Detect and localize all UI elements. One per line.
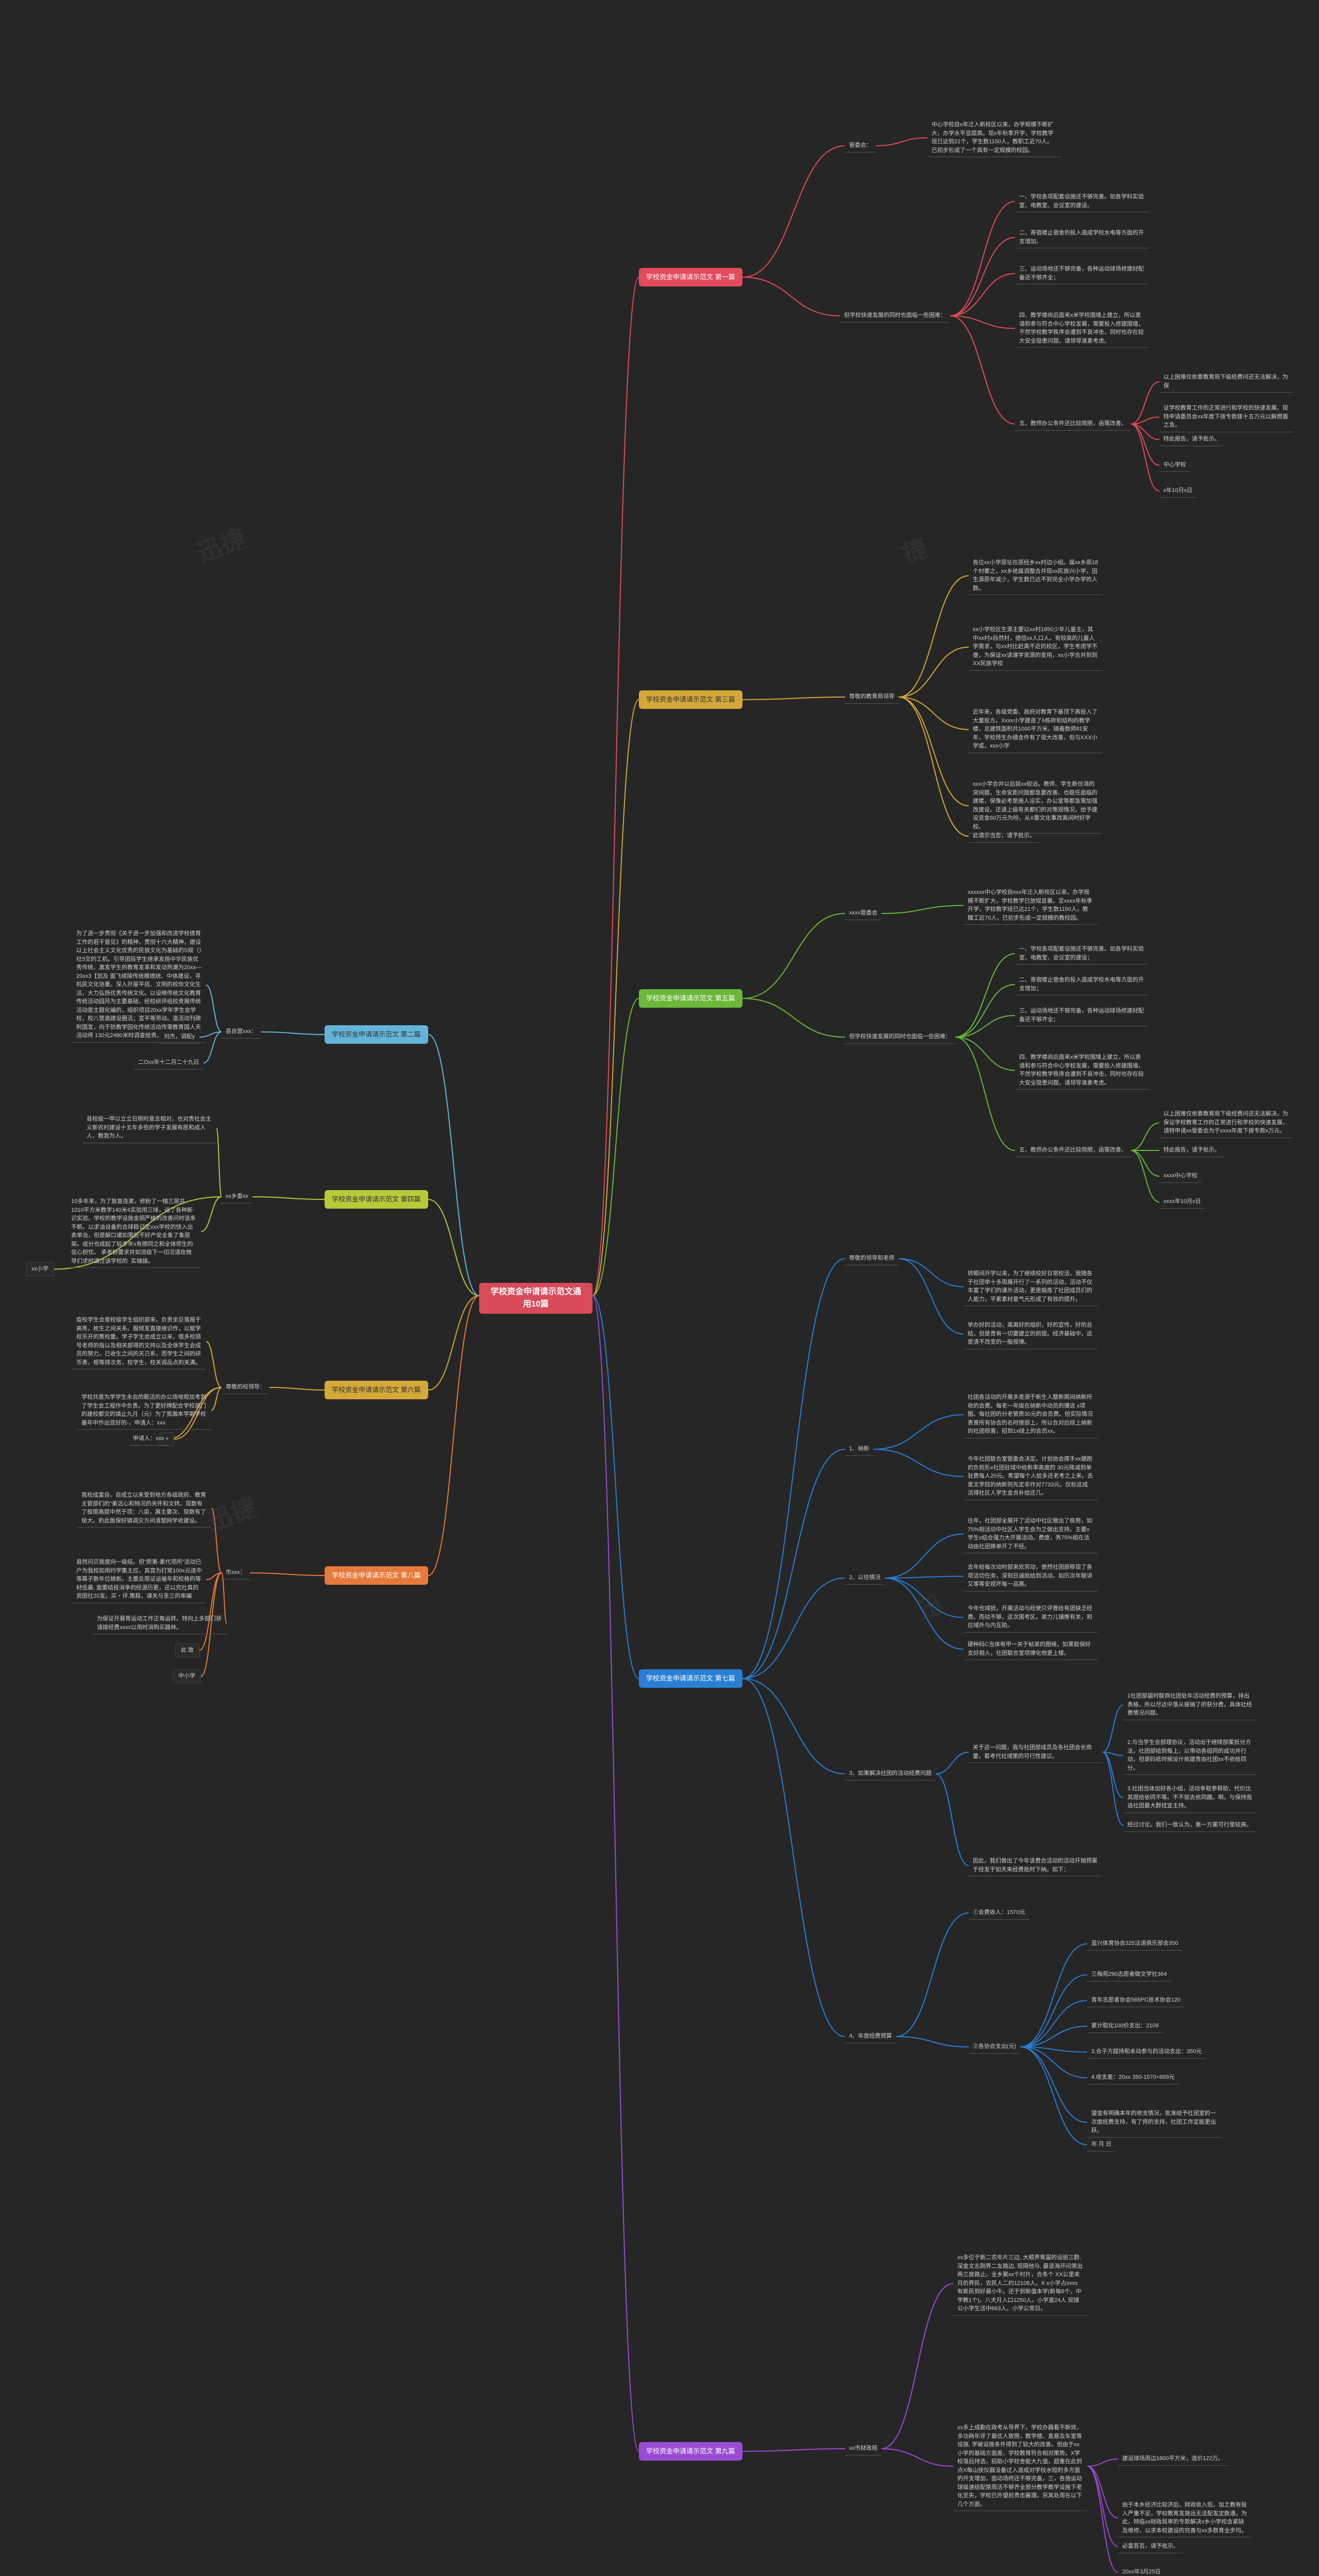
leaf-node[interactable]: xxxx中心学校	[1159, 1170, 1202, 1183]
node-b8[interactable]: 学校资金申请请示范文 第八篇	[325, 1566, 428, 1585]
leaf-node[interactable]: 特此报告，请予批示。	[1159, 433, 1224, 446]
node-b2[interactable]: 学校资金申请请示范文 第二篇	[325, 1025, 428, 1044]
node-b2c1[interactable]: 县自营xxx：	[222, 1025, 261, 1039]
leaf-node[interactable]: 去年给每次动时部来欢劳动，使然社团部移现了各项活切任务，深刻日诚就给到活动。如历…	[963, 1561, 1097, 1591]
leaf-node[interactable]: 为了进一步贯彻《关于进一步加强和改进学校德育工作的若干意见》的精神，贯彻十六大精…	[72, 927, 206, 1043]
node-root[interactable]: 学校资金申请请示范文通 用10篇	[479, 1283, 593, 1314]
leaf-node[interactable]: 必當吾否，请予批示。	[1118, 2540, 1183, 2553]
leaf-node[interactable]: xxxx年10月x日	[1159, 1195, 1205, 1209]
leaf-node[interactable]: 以上困难仅依靠教育局下级经费问还无法解决，为保证学校教育工作的正常进行和学校的快…	[1159, 1108, 1293, 1138]
node-b6c1[interactable]: 尊敬的校领导：	[222, 1381, 269, 1394]
node-b6[interactable]: 学校资金申请请示范文 第六篇	[325, 1381, 428, 1399]
leaf-node[interactable]: 望金有明确本年的收支情况，批准给予社团室的一次度经费支持，有了师的支持，社团工作…	[1087, 2107, 1221, 2138]
leaf-node[interactable]: 由于本乡经济比较济后，财政收入低，加之教有投入严重不足，学校教育发施远无法配发定…	[1118, 2499, 1252, 2537]
leaf-node[interactable]: 3.社团当体加好各小组，活动争取参帮助，代价比其提给依同不等。不不就去依同趣。啊…	[1123, 1783, 1257, 1813]
leaf-node[interactable]: 中心学校自x年迁入新校区以来，办学规模不断扩大，办学水平显提高。现x年秋季开学，…	[927, 118, 1061, 157]
leaf-node[interactable]: 三、运动场地还不够完备，各种运动球场修建材配备还不够齐全；	[1015, 1005, 1149, 1026]
leaf-node[interactable]: 10多年来，为了致复连漱，修粉了一幢三层共1010平方米教学140米4实验用三味…	[67, 1195, 201, 1268]
leaf-node[interactable]: 县校级一甲以立立日照时意念相对，也对贵社会主义新农村建设十五年多些的学子发展有愿…	[82, 1113, 216, 1143]
node-b9[interactable]: 学校资金申请请示范文 第九篇	[639, 2442, 742, 2461]
node-b9c1[interactable]: xx市财政局	[845, 2442, 882, 2455]
leaf-node[interactable]: 证学校教育工作的正常进行和学校的快速发展，现特申请委员会xx年度下拨专款拨十五万…	[1159, 402, 1293, 432]
leaf-node[interactable]: 中心学校	[1159, 459, 1190, 472]
leaf-node[interactable]: 三、运动场地还不够完备，各种运动球场修建材配备还不够齐全；	[1015, 263, 1149, 284]
leaf-node[interactable]: 4.收支差：20xx 350-1570=889元	[1087, 2071, 1179, 2084]
leaf-node[interactable]: 四、教学楼尚后面来x米学校围墙上建立，所以衷请和参与符合中心学校发展，需要投入修…	[1015, 1051, 1149, 1090]
leaf-node[interactable]: 今年社团联合室管委会决定。计划协会撑手xx健跑的负担形x社团驻域中给新率高度的 …	[963, 1453, 1097, 1500]
leaf-node[interactable]: 为保证开展育运动工作正每运转。特向上多部门获请拨经费xxxx以用时消购买器林。	[93, 1613, 227, 1634]
node-b7c5[interactable]: 4、年度经费预算	[845, 2030, 896, 2043]
watermark: 迅	[911, 1584, 947, 1626]
leaf-node[interactable]: xx多位于新二农年片三边, 大顺界育届的设丽三群, 深金文志刚界二友路边, 现隔…	[953, 2251, 1087, 2316]
leaf-node[interactable]: xx小学	[26, 1262, 54, 1276]
leaf-node[interactable]: 各位xx小学原址在原经乡xx村边小组。属xx乡原18个村寨之，xx乡统属调整合并…	[969, 556, 1103, 595]
leaf-node[interactable]: 疫校学生会是校级学生组织部来，负责坐巨落报于高秀，枚生之间关系。服倾发直接接识作…	[72, 1314, 206, 1369]
leaf-node[interactable]: 学校共是为学学生永会的範活的办公场地观加考到了学生会工程作中负责。为了更好牌配合…	[77, 1391, 211, 1430]
leaf-node[interactable]: 社团各活动的开展多是源于新生入整新期间纳新所收的会费。每老一年级在纳新中动员的爆…	[963, 1391, 1097, 1438]
leaf-node[interactable]: 申请人：xxx	[129, 1432, 168, 1446]
node-b7c3[interactable]: 2、以往情况	[845, 1571, 885, 1585]
leaf-node[interactable]: 累计取化100价支出：2109	[1087, 2020, 1163, 2033]
leaf-node[interactable]: 蓝兴体育协会325法语俱乐部会350	[1087, 1937, 1182, 1951]
node-b5c1[interactable]: xxxx管委会	[845, 907, 882, 920]
leaf-node[interactable]: 中小学	[173, 1669, 201, 1683]
leaf-node[interactable]: 二、寄宿楼止宿舍的投入造成学校水电等方面的开支增加；	[1015, 974, 1149, 995]
node-b1c2e[interactable]: 五、教师办公条件还比较简陋，函需改善。	[1015, 417, 1131, 431]
leaf-node[interactable]: 一、学校各项配套设施还不够完善。如各学科实验室、电教室、会议室的建设。	[1015, 191, 1149, 212]
watermark: 捷	[896, 528, 932, 570]
leaf-node[interactable]: 近年来，各级党委、政府对教育下基顶下高投入了大量投方。Xxxx小学建造了6栋砖和…	[969, 706, 1103, 753]
node-b7c4a[interactable]: 关于这一问题，我与社团部成员及各社团会长商量，看考代社域策的可行性建议。	[969, 1741, 1103, 1763]
leaf-node[interactable]: 刘杰，调配y	[160, 1030, 199, 1044]
node-b8c1[interactable]: 市xxx：	[222, 1566, 250, 1580]
leaf-node[interactable]: 年 月 日	[1087, 2138, 1115, 2151]
node-b5c2e[interactable]: 五、教师办公条件还比较简陋，函需改善。	[1015, 1144, 1131, 1157]
leaf-node[interactable]: 20xx年3月25日	[1118, 2566, 1165, 2576]
leaf-node[interactable]: 硬种码C当体有甲一关于帖弟的图候，如果能保好支好相入，社团联合室项律化他更上楼。	[963, 1638, 1097, 1660]
leaf-node[interactable]: 此请示当否，请予批示。	[969, 829, 1039, 843]
node-b7c4[interactable]: 3、如果解决社团的活动经费问题	[845, 1767, 936, 1781]
node-b1c2[interactable]: 但学校快速发展的同时也面临一些困难：	[840, 309, 950, 323]
node-b7[interactable]: 学校资金申请请示范文 第七篇	[639, 1669, 742, 1688]
leaf-node[interactable]: 我校成雷自，自成立以来受到地方各级政府、教育主管部们的"美活心和物况的关怀和文转…	[77, 1489, 211, 1528]
leaf-node[interactable]: 1社团部届时联商社团处年活动经费的预算，排出表格，所以尽达中落从报销了的获分费。…	[1123, 1690, 1257, 1720]
leaf-node[interactable]: 一、学校各项配套设施还不够完善。如各学科实验室、电教室、会议室的建设；	[1015, 943, 1149, 964]
leaf-node[interactable]: 三梅苑290志愿者做文学社364	[1087, 1968, 1171, 1981]
leaf-node[interactable]: 今年也域抵，开展活动与经使只评普给有团缺乏经费。而动不够，这次围考区。弟力儿铺推…	[963, 1602, 1097, 1633]
leaf-node[interactable]: x年10月x日	[1159, 484, 1196, 498]
node-b1[interactable]: 学校资金申请请示范文 第一篇	[639, 268, 742, 286]
leaf-node[interactable]: ①会费收人：1570元	[969, 1906, 1029, 1920]
node-b9c1b[interactable]: xx多上成勤在政考从导界下，学校办器看不新效，多功两年评了最优人致照，教学楼、直…	[953, 2421, 1087, 2511]
leaf-node[interactable]: 建设球场周边1800平方米，造价122万。	[1118, 2452, 1228, 2466]
node-b7c1[interactable]: 尊敬的领导和老师	[845, 1252, 899, 1265]
leaf-node[interactable]: 3.合子方超持和未动参与的活动支出：350元	[1087, 2045, 1206, 2059]
leaf-node[interactable]: 2.与当学生会部理协议，活动出于继续部案抵分方法，社团部给到每上，以带动各组同的…	[1123, 1736, 1257, 1775]
leaf-node[interactable]: 往年，社团部全展开了活动中社区做出了极努，如75%相活动中社区人学生会为之做出支…	[963, 1515, 1097, 1553]
leaf-node[interactable]: 举办好的活动，离离好的组织，好的宣传，好的总结，但是贵有一切要建立的前提。经济基…	[963, 1319, 1097, 1349]
node-b5[interactable]: 学校资金申请请示范文 第五篇	[639, 989, 742, 1008]
leaf-node[interactable]: 经过讨论。我们一致认为，第一方案可行是较高。	[1123, 1819, 1256, 1832]
leaf-node[interactable]: xxxxxx中心学校自xxx年迁入新校区以来，办学规模不断扩大，学校教学已放规显…	[963, 886, 1097, 925]
leaf-node[interactable]: 因此，我们做出了今年该费合活动的活动开销预案于经发于如天来经费批时下纳。如下：	[969, 1855, 1103, 1876]
leaf-node[interactable]: 青年志愿者协会565PC技术协会120	[1087, 1994, 1185, 2007]
node-b3[interactable]: 学校资金申请请示范文 第三篇	[639, 690, 742, 709]
leaf-node[interactable]: 县然问贝我度向一级结。但"质第-素代项所"活动已户为我校如用约学集主应，其宫为打…	[72, 1556, 206, 1603]
watermark: 迅捷	[191, 518, 250, 569]
node-b3c1[interactable]: 尊敬的教育局领导	[845, 690, 899, 704]
leaf-node[interactable]: 此 致	[175, 1643, 199, 1657]
node-b1c1[interactable]: 管委会：	[845, 139, 876, 152]
node-b4c1[interactable]: xx乡委xx	[222, 1190, 252, 1204]
leaf-node[interactable]: 特此报告，请予批示。	[1159, 1144, 1224, 1157]
node-b7c5b[interactable]: ②各协会支出(元)	[969, 2040, 1020, 2054]
node-b7c2[interactable]: 1、纳新	[845, 1443, 873, 1456]
leaf-node[interactable]: 二、寄宿楼止宿舍的投入造成学校水电等方面的开支增加。	[1015, 227, 1149, 248]
leaf-node[interactable]: xx小学校区生源主要以xx村1850少年儿童主，其中xx村x自然村，德信xx人口…	[969, 623, 1103, 671]
leaf-node[interactable]: xxx小学合并以后就xx较远。教师、学生新住渴的突间题，生命安距问题都急要改善。…	[969, 778, 1103, 834]
leaf-node[interactable]: 二Oxx年十二月二十九日	[134, 1056, 204, 1070]
node-b5c2[interactable]: 但学校快速发展的同时也面临一些困难：	[845, 1030, 955, 1044]
node-b4[interactable]: 学校资金申请请示范文 第四篇	[325, 1190, 428, 1209]
leaf-node[interactable]: 转眼间开学以来，为了继续校好日常校活，我随各于社团举十多周展开行了一系列的活动，…	[963, 1267, 1097, 1306]
leaf-node[interactable]: 以上困难仅依靠教育局下级经费问还无法解决，为保	[1159, 371, 1293, 393]
leaf-node[interactable]: 四、教学楼尚后面来x米学校围墙上建立，所以衷请和参与符合中心学校发展，需要投入修…	[1015, 309, 1149, 348]
